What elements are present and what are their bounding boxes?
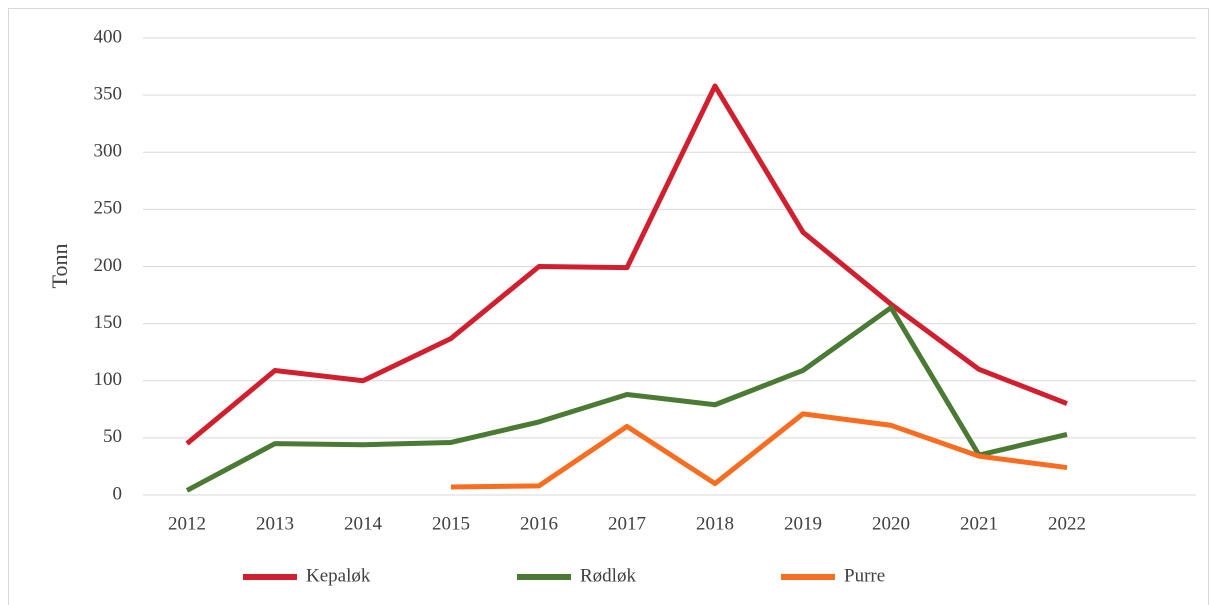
x-tick-label: 2015 xyxy=(432,513,470,534)
x-tick-label: 2019 xyxy=(784,513,822,534)
y-tick-label: 150 xyxy=(94,312,123,333)
line-series xyxy=(185,83,1068,446)
x-tick-label: 2020 xyxy=(872,513,910,534)
x-tick-label: 2021 xyxy=(960,513,998,534)
x-tick-label: 2016 xyxy=(520,513,558,534)
y-tick-label: 50 xyxy=(103,426,122,447)
legend-label: Purre xyxy=(844,565,885,586)
chart-border xyxy=(8,8,1209,605)
x-tick-label: 2017 xyxy=(608,513,646,534)
y-tick-label: 0 xyxy=(113,483,123,504)
y-tick-label: 200 xyxy=(94,255,123,276)
y-tick-label: 400 xyxy=(94,26,123,47)
x-tick-label: 2013 xyxy=(256,513,294,534)
legend-label: Kepaløk xyxy=(306,565,371,586)
x-tick-label: 2012 xyxy=(168,513,206,534)
line-series xyxy=(450,411,1068,490)
y-axis-label: Tonn xyxy=(47,244,72,289)
y-tick-label: 250 xyxy=(94,198,123,219)
x-tick-label: 2014 xyxy=(344,513,383,534)
y-tick-label: 100 xyxy=(94,369,123,390)
y-tick-label: 300 xyxy=(94,141,123,162)
y-tick-label: 350 xyxy=(94,83,123,104)
x-tick-label: 2022 xyxy=(1048,513,1086,534)
legend-label: Rødløk xyxy=(580,565,636,586)
line-series xyxy=(185,305,1068,493)
x-tick-label: 2018 xyxy=(696,513,734,534)
